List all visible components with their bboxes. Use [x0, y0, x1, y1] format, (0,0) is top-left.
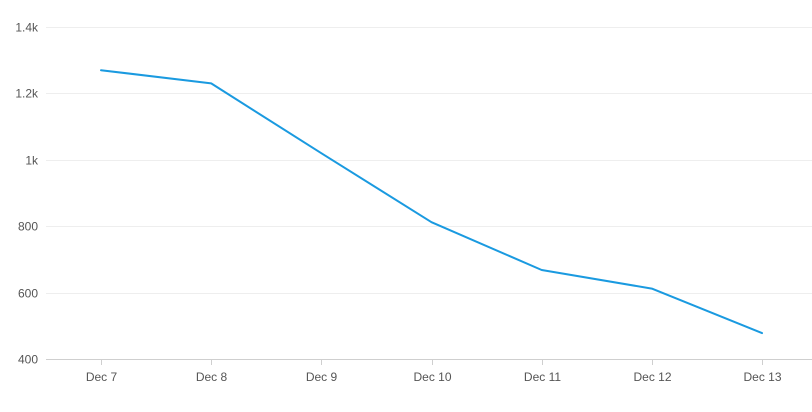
y-tick-label: 1k	[25, 154, 39, 168]
x-tick-label: Dec 13	[743, 370, 781, 384]
series-line	[100, 69, 763, 335]
y-tick-label: 1.2k	[15, 87, 39, 101]
x-tick-label: Dec 11	[524, 370, 561, 384]
y-tick-label: 1.4k	[15, 21, 39, 35]
y-tick-label: 600	[18, 287, 38, 301]
x-tick-label: Dec 10	[413, 370, 451, 384]
grid-lines	[46, 27, 812, 294]
x-tick-label: Dec 7	[86, 370, 118, 384]
x-tick-label: Dec 12	[633, 370, 671, 384]
y-tick-label: 800	[18, 220, 38, 234]
x-axis: Dec 7 Dec 8 Dec 9 Dec 10 Dec 11 Dec 12 Dec 13	[46, 359, 812, 384]
x-tick-label: Dec 9	[306, 370, 338, 384]
y-tick-label: 400	[18, 353, 38, 367]
series-group	[100, 69, 763, 335]
y-axis: 400 600 800 1k 1.2k 1.4k	[15, 21, 39, 367]
x-tick-label: Dec 8	[196, 370, 228, 384]
